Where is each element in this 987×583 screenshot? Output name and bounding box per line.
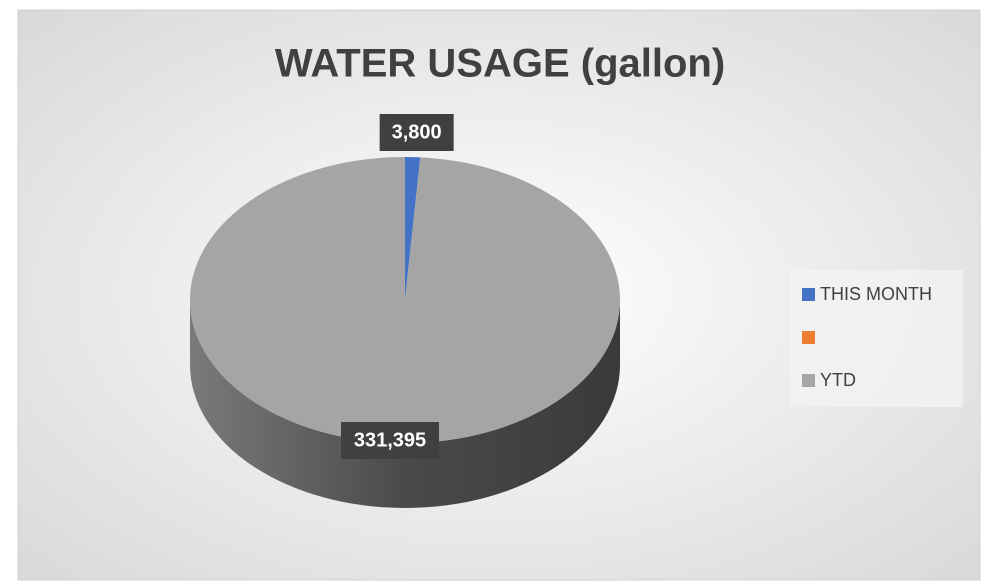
data-label: 331,395: [354, 429, 426, 451]
pie-side: [190, 300, 620, 508]
chart-title: WATER USAGE (gallon): [275, 42, 725, 86]
legend-swatch: [802, 331, 815, 344]
data-label-box: [341, 422, 439, 459]
data-label-box: [379, 114, 454, 151]
legend-swatch: [802, 288, 815, 301]
data-label: 3,800: [392, 121, 442, 143]
pie-slice: [405, 157, 421, 300]
legend-box: [790, 270, 963, 407]
legend-label: YTD: [820, 370, 856, 390]
pie-slice: [189, 157, 620, 443]
legend-swatch: [802, 374, 815, 387]
legend-label: THIS MONTH: [820, 284, 932, 304]
